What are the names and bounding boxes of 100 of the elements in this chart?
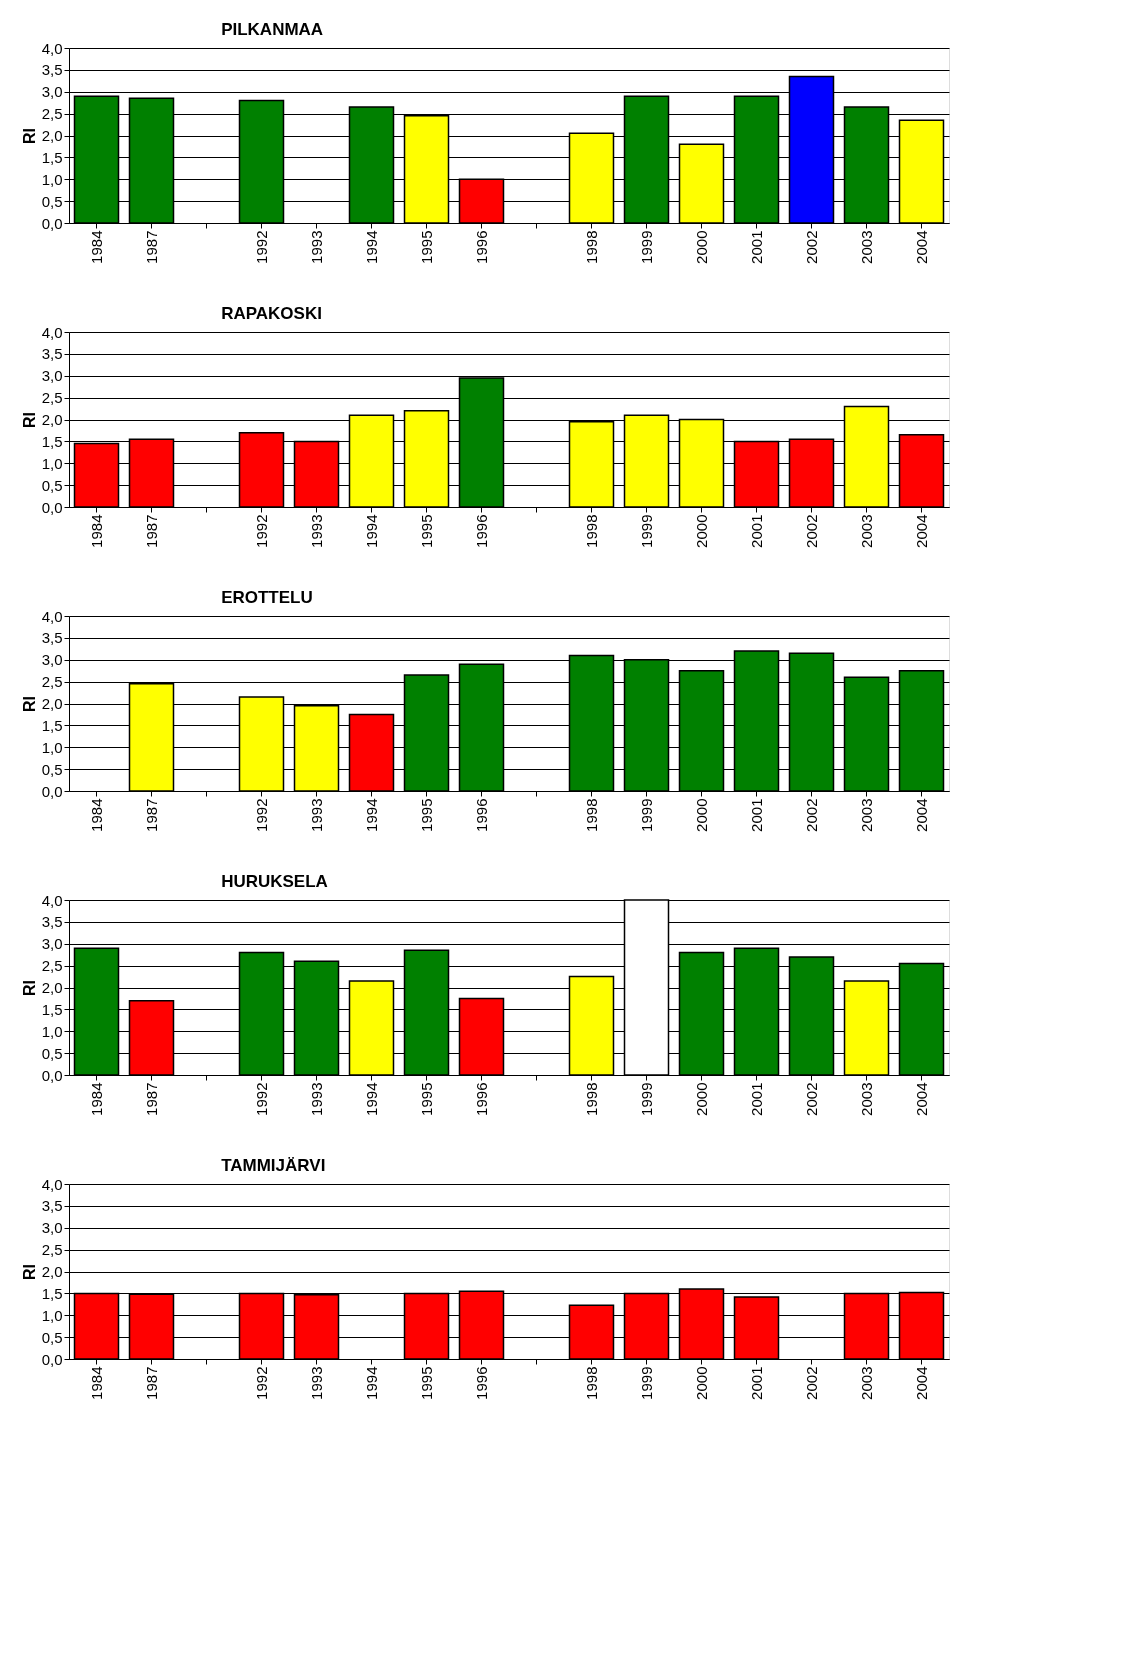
- chart-title: EROTTELU: [221, 588, 313, 607]
- y-tick-label: 0,0: [41, 498, 63, 516]
- y-axis-title: RI: [20, 1264, 38, 1280]
- x-tick-label: 1992: [252, 1082, 270, 1116]
- y-tick-label: 3,0: [41, 367, 63, 385]
- y-tick-label: 4,0: [41, 323, 63, 341]
- x-tick-label: 1984: [87, 1366, 105, 1400]
- x-tick-label: 1996: [472, 230, 490, 264]
- y-tick-label: 3,5: [41, 629, 63, 647]
- x-tick-label: 2001: [747, 1366, 765, 1400]
- x-tick-label: 1998: [582, 1082, 600, 1116]
- y-tick-label: 1,5: [41, 716, 63, 734]
- x-tick-label: 1995: [417, 514, 435, 548]
- x-tick-label: 2001: [747, 1082, 765, 1116]
- x-tick-label: 1992: [252, 230, 270, 264]
- x-tick-label: 1992: [252, 798, 270, 832]
- x-tick-label: 2001: [747, 230, 765, 264]
- x-tick-label: 2000: [692, 1082, 710, 1116]
- y-tick-label: 1,0: [41, 1022, 63, 1040]
- x-tick-label: 2000: [692, 230, 710, 264]
- x-tick-label: 2001: [747, 514, 765, 548]
- x-tick-label: 1987: [142, 1082, 160, 1116]
- y-tick-label: 1,0: [41, 454, 63, 472]
- x-tick-label: 1993: [307, 798, 325, 832]
- x-tick-label: 2003: [857, 514, 875, 548]
- x-tick-label: 1994: [362, 514, 380, 548]
- x-tick-label: 2000: [692, 514, 710, 548]
- chart-title: RAPAKOSKI: [221, 304, 322, 323]
- y-tick-label: 3,0: [41, 83, 63, 101]
- x-tick-label: 1984: [87, 798, 105, 832]
- y-tick-label: 4,0: [41, 891, 63, 909]
- y-axis-title: RI: [20, 412, 38, 428]
- x-tick-label: 1993: [307, 1366, 325, 1400]
- x-tick-label: 2002: [802, 514, 820, 548]
- y-tick-label: 3,5: [41, 1197, 63, 1215]
- x-tick-label: 1994: [362, 798, 380, 832]
- y-tick-label: 0,5: [41, 1328, 63, 1346]
- x-tick-label: 2002: [802, 1366, 820, 1400]
- y-tick-label: 2,0: [41, 411, 63, 428]
- x-tick-label: 1987: [142, 514, 160, 548]
- y-tick-label: 2,0: [41, 979, 63, 996]
- y-axis-title: RI: [20, 696, 38, 712]
- y-tick-label: 1,0: [41, 1306, 63, 1324]
- y-tick-label: 3,0: [41, 651, 63, 669]
- x-tick-label: 2003: [857, 1366, 875, 1400]
- y-tick-label: 3,5: [41, 61, 63, 79]
- x-tick-label: 1998: [582, 514, 600, 548]
- y-tick-label: 3,5: [41, 913, 63, 931]
- x-tick-label: 1987: [142, 798, 160, 832]
- y-tick-label: 4,0: [41, 1175, 63, 1193]
- y-tick-label: 2,5: [41, 389, 63, 407]
- x-tick-label: 1993: [307, 1082, 325, 1116]
- x-tick-label: 1984: [87, 230, 105, 264]
- x-tick-label: 1999: [637, 798, 655, 832]
- y-axis-title: RI: [20, 128, 38, 144]
- x-tick-label: 1984: [87, 1082, 105, 1116]
- x-tick-label: 2003: [857, 230, 875, 264]
- x-tick-label: 1999: [637, 1082, 655, 1116]
- y-tick-label: 3,0: [41, 935, 63, 953]
- x-tick-label: 2004: [912, 1366, 930, 1400]
- x-tick-label: 2000: [692, 798, 710, 832]
- x-tick-label: 1998: [582, 230, 600, 264]
- y-tick-label: 0,0: [41, 1066, 63, 1084]
- x-tick-label: 1992: [252, 1366, 270, 1400]
- x-tick-label: 2004: [912, 230, 930, 264]
- x-tick-label: 1995: [417, 798, 435, 832]
- x-tick-label: 1987: [142, 1366, 160, 1400]
- y-tick-label: 2,5: [41, 1241, 63, 1259]
- y-tick-label: 3,0: [41, 1219, 63, 1237]
- x-tick-label: 1999: [637, 514, 655, 548]
- x-tick-label: 1995: [417, 230, 435, 264]
- y-tick-label: 0,0: [41, 782, 63, 800]
- y-tick-label: 3,5: [41, 345, 63, 363]
- x-tick-label: 2002: [802, 798, 820, 832]
- y-tick-label: 0,5: [41, 476, 63, 494]
- y-tick-label: 2,0: [41, 127, 63, 144]
- y-tick-label: 0,5: [41, 1044, 63, 1062]
- y-tick-label: 1,5: [41, 1284, 63, 1302]
- y-tick-label: 2,0: [41, 1263, 63, 1280]
- y-tick-label: 2,5: [41, 105, 63, 123]
- chart-title: TAMMIJÄRVI: [221, 1156, 326, 1175]
- y-axis-title: RI: [20, 980, 38, 996]
- chart-title: HURUKSELA: [221, 872, 328, 891]
- x-tick-label: 2002: [802, 1082, 820, 1116]
- y-tick-label: 2,0: [41, 695, 63, 712]
- y-tick-label: 1,0: [41, 738, 63, 756]
- y-tick-label: 1,5: [41, 432, 63, 450]
- y-tick-label: 1,0: [41, 170, 63, 188]
- x-tick-label: 2004: [912, 514, 930, 548]
- y-tick-label: 4,0: [41, 607, 63, 625]
- y-tick-label: 4,0: [41, 39, 63, 57]
- x-tick-label: 2004: [912, 798, 930, 832]
- x-tick-label: 1996: [472, 514, 490, 548]
- x-tick-label: 1994: [362, 1082, 380, 1116]
- x-tick-label: 1987: [142, 230, 160, 264]
- x-tick-label: 1993: [307, 230, 325, 264]
- x-tick-label: 1994: [362, 1366, 380, 1400]
- y-tick-label: 0,0: [41, 1350, 63, 1368]
- y-tick-label: 0,5: [41, 760, 63, 778]
- x-tick-label: 1996: [472, 1082, 490, 1116]
